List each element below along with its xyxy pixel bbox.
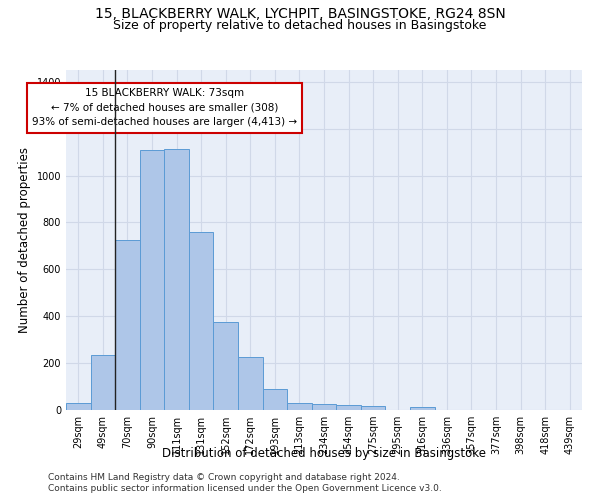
Bar [238, 357, 263, 410]
Text: Distribution of detached houses by size in Basingstoke: Distribution of detached houses by size … [162, 448, 486, 460]
Bar [410, 407, 434, 410]
Bar [66, 403, 91, 410]
Bar [164, 148, 189, 410]
Text: Contains public sector information licensed under the Open Government Licence v3: Contains public sector information licen… [48, 484, 442, 493]
Bar [361, 406, 385, 410]
Bar [140, 150, 164, 410]
Bar [189, 232, 214, 410]
Text: Contains HM Land Registry data © Crown copyright and database right 2024.: Contains HM Land Registry data © Crown c… [48, 472, 400, 482]
Bar [263, 389, 287, 410]
Bar [312, 404, 336, 410]
Text: 15 BLACKBERRY WALK: 73sqm
← 7% of detached houses are smaller (308)
93% of semi-: 15 BLACKBERRY WALK: 73sqm ← 7% of detach… [32, 88, 297, 128]
Bar [91, 355, 115, 410]
Text: 15, BLACKBERRY WALK, LYCHPIT, BASINGSTOKE, RG24 8SN: 15, BLACKBERRY WALK, LYCHPIT, BASINGSTOK… [95, 8, 505, 22]
Y-axis label: Number of detached properties: Number of detached properties [18, 147, 31, 333]
Bar [287, 403, 312, 410]
Text: Size of property relative to detached houses in Basingstoke: Size of property relative to detached ho… [113, 19, 487, 32]
Bar [115, 240, 140, 410]
Bar [336, 405, 361, 410]
Bar [214, 322, 238, 410]
